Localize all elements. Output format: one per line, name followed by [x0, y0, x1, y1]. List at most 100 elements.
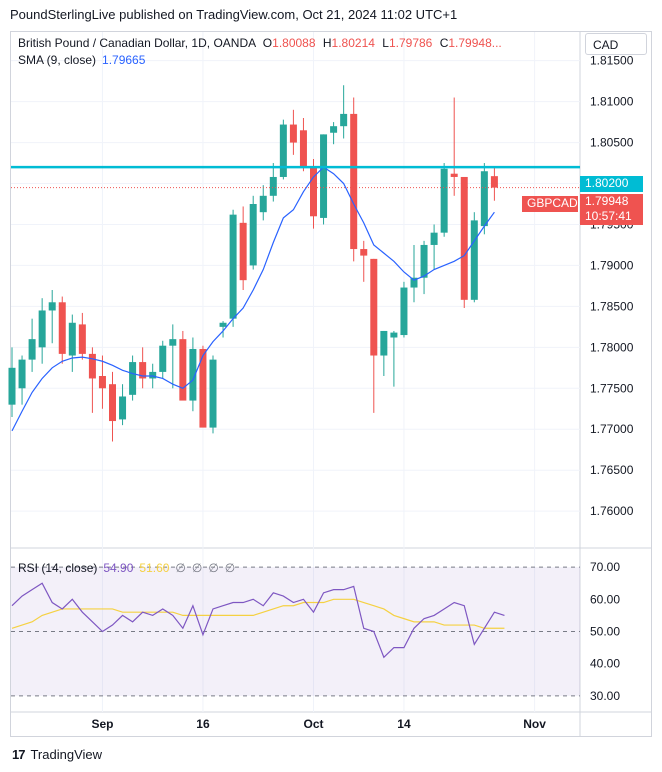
sma-value: 1.79665	[102, 53, 146, 67]
candle-body	[18, 359, 26, 389]
rsi-axis: 70.00 60.00 50.00 40.00 30.00	[590, 560, 620, 703]
time-tick-label: 14	[397, 717, 411, 731]
symbol-legend[interactable]: British Pound / Canadian Dollar, 1D, OAN…	[18, 36, 502, 50]
candle-body	[400, 287, 408, 336]
candle-body	[209, 359, 217, 428]
candle-body	[38, 310, 46, 348]
candle-body	[289, 124, 297, 143]
candle-body	[78, 324, 86, 354]
footer-brand: TradingView	[30, 747, 103, 762]
rsi-ma-value: 51.60	[139, 561, 170, 575]
candle-body	[119, 396, 127, 420]
candles	[8, 85, 498, 442]
symbol-title: British Pound / Canadian Dollar, 1D, OAN…	[18, 36, 256, 50]
sma-line-layer	[11, 166, 495, 432]
candle-body	[229, 214, 237, 319]
candle-body	[340, 113, 348, 127]
low-value: 1.79786	[388, 36, 433, 50]
price-tick-label: 1.76000	[590, 504, 634, 518]
hline-price-tag: 1.80200	[580, 176, 643, 192]
candle-body	[430, 232, 438, 245]
rsi-tick-label: 50.00	[590, 625, 620, 639]
price-tick-label: 1.81500	[590, 54, 634, 68]
empty-value-1: ∅	[175, 561, 186, 575]
candle-body	[139, 362, 147, 379]
candle-body	[58, 302, 66, 354]
rsi-label: RSI (14, close)	[18, 561, 98, 575]
candle-body	[360, 249, 368, 256]
candle-body	[420, 244, 428, 278]
candle-body	[279, 124, 287, 177]
price-tick-label: 1.77000	[590, 422, 634, 436]
candle-body	[320, 134, 328, 218]
time-tick-label: Nov	[523, 717, 546, 731]
rsi-tick-label: 40.00	[590, 657, 620, 671]
candle-body	[159, 345, 167, 372]
candle-body	[98, 376, 106, 389]
publisher-header: PoundSterlingLive published on TradingVi…	[10, 7, 458, 22]
candle-body	[269, 176, 277, 196]
candle-body	[179, 339, 187, 401]
candle-body	[370, 258, 378, 356]
close-label: C	[439, 36, 449, 50]
candle-body	[350, 113, 358, 250]
candle-body	[410, 277, 418, 288]
candle-body	[470, 220, 478, 300]
candle-body	[299, 130, 307, 168]
candle-body	[219, 322, 227, 327]
candle-body	[440, 168, 448, 233]
open-label: O	[262, 36, 273, 50]
candle-body	[249, 204, 257, 266]
candle-body	[460, 176, 468, 300]
open-value: 1.80088	[272, 36, 316, 50]
rsi-layer	[11, 582, 505, 659]
candle-body	[189, 348, 197, 401]
rsi-tick-label: 70.00	[590, 560, 620, 574]
rsi-ma-line	[11, 598, 505, 629]
candle-body	[199, 348, 207, 428]
rsi-tick-label: 30.00	[590, 689, 620, 703]
candle-body	[149, 371, 157, 379]
price-tick-label: 1.76500	[590, 463, 634, 477]
currency-button[interactable]: CAD	[585, 33, 647, 55]
tradingview-logo-icon: 17	[12, 747, 26, 762]
rsi-legend[interactable]: RSI (14, close) 54.90 51.60 ∅ ∅ ∅ ∅	[18, 561, 235, 575]
candle-body	[109, 384, 116, 422]
price-tick-label: 1.77500	[590, 381, 634, 395]
symbol-tag: GBPCAD	[522, 196, 578, 212]
empty-value-3: ∅	[208, 561, 219, 575]
rsi-band	[11, 566, 580, 697]
sma-legend[interactable]: SMA (9, close) 1.79665	[18, 53, 145, 67]
rsi-value: 54.90	[103, 561, 134, 575]
horizontal-line-layer	[11, 165, 580, 189]
candle-body	[169, 339, 177, 346]
candle-body	[480, 171, 488, 227]
candle-body	[450, 173, 458, 177]
high-value: 1.80214	[331, 36, 375, 50]
high-label: H	[322, 36, 332, 50]
price-axis: 1.815001.810001.805001.800001.795001.790…	[590, 54, 634, 518]
low-label: L	[382, 36, 389, 50]
time-tick-label: 16	[196, 717, 210, 731]
time-tick-label: Oct	[303, 717, 323, 731]
time-tick-label: Sep	[91, 717, 113, 731]
candle-body	[129, 362, 137, 395]
candle-body	[48, 302, 56, 311]
candle-body	[28, 339, 36, 360]
sma-line	[11, 166, 495, 432]
price-tick-label: 1.81000	[590, 95, 634, 109]
candle-body	[310, 167, 317, 217]
candle-body	[68, 322, 76, 356]
rsi-line	[11, 582, 505, 659]
grid	[11, 32, 651, 736]
empty-value-2: ∅	[191, 561, 203, 575]
candle-body	[88, 353, 96, 379]
candle-body	[330, 126, 338, 133]
candle-body	[490, 176, 498, 188]
time-axis: Sep 16 Oct 14 Nov	[91, 717, 546, 731]
price-tick-label: 1.80500	[590, 136, 634, 150]
price-tick-label: 1.78000	[590, 340, 634, 354]
candle-body	[380, 330, 388, 356]
countdown-value: 10:57:41	[585, 209, 632, 223]
